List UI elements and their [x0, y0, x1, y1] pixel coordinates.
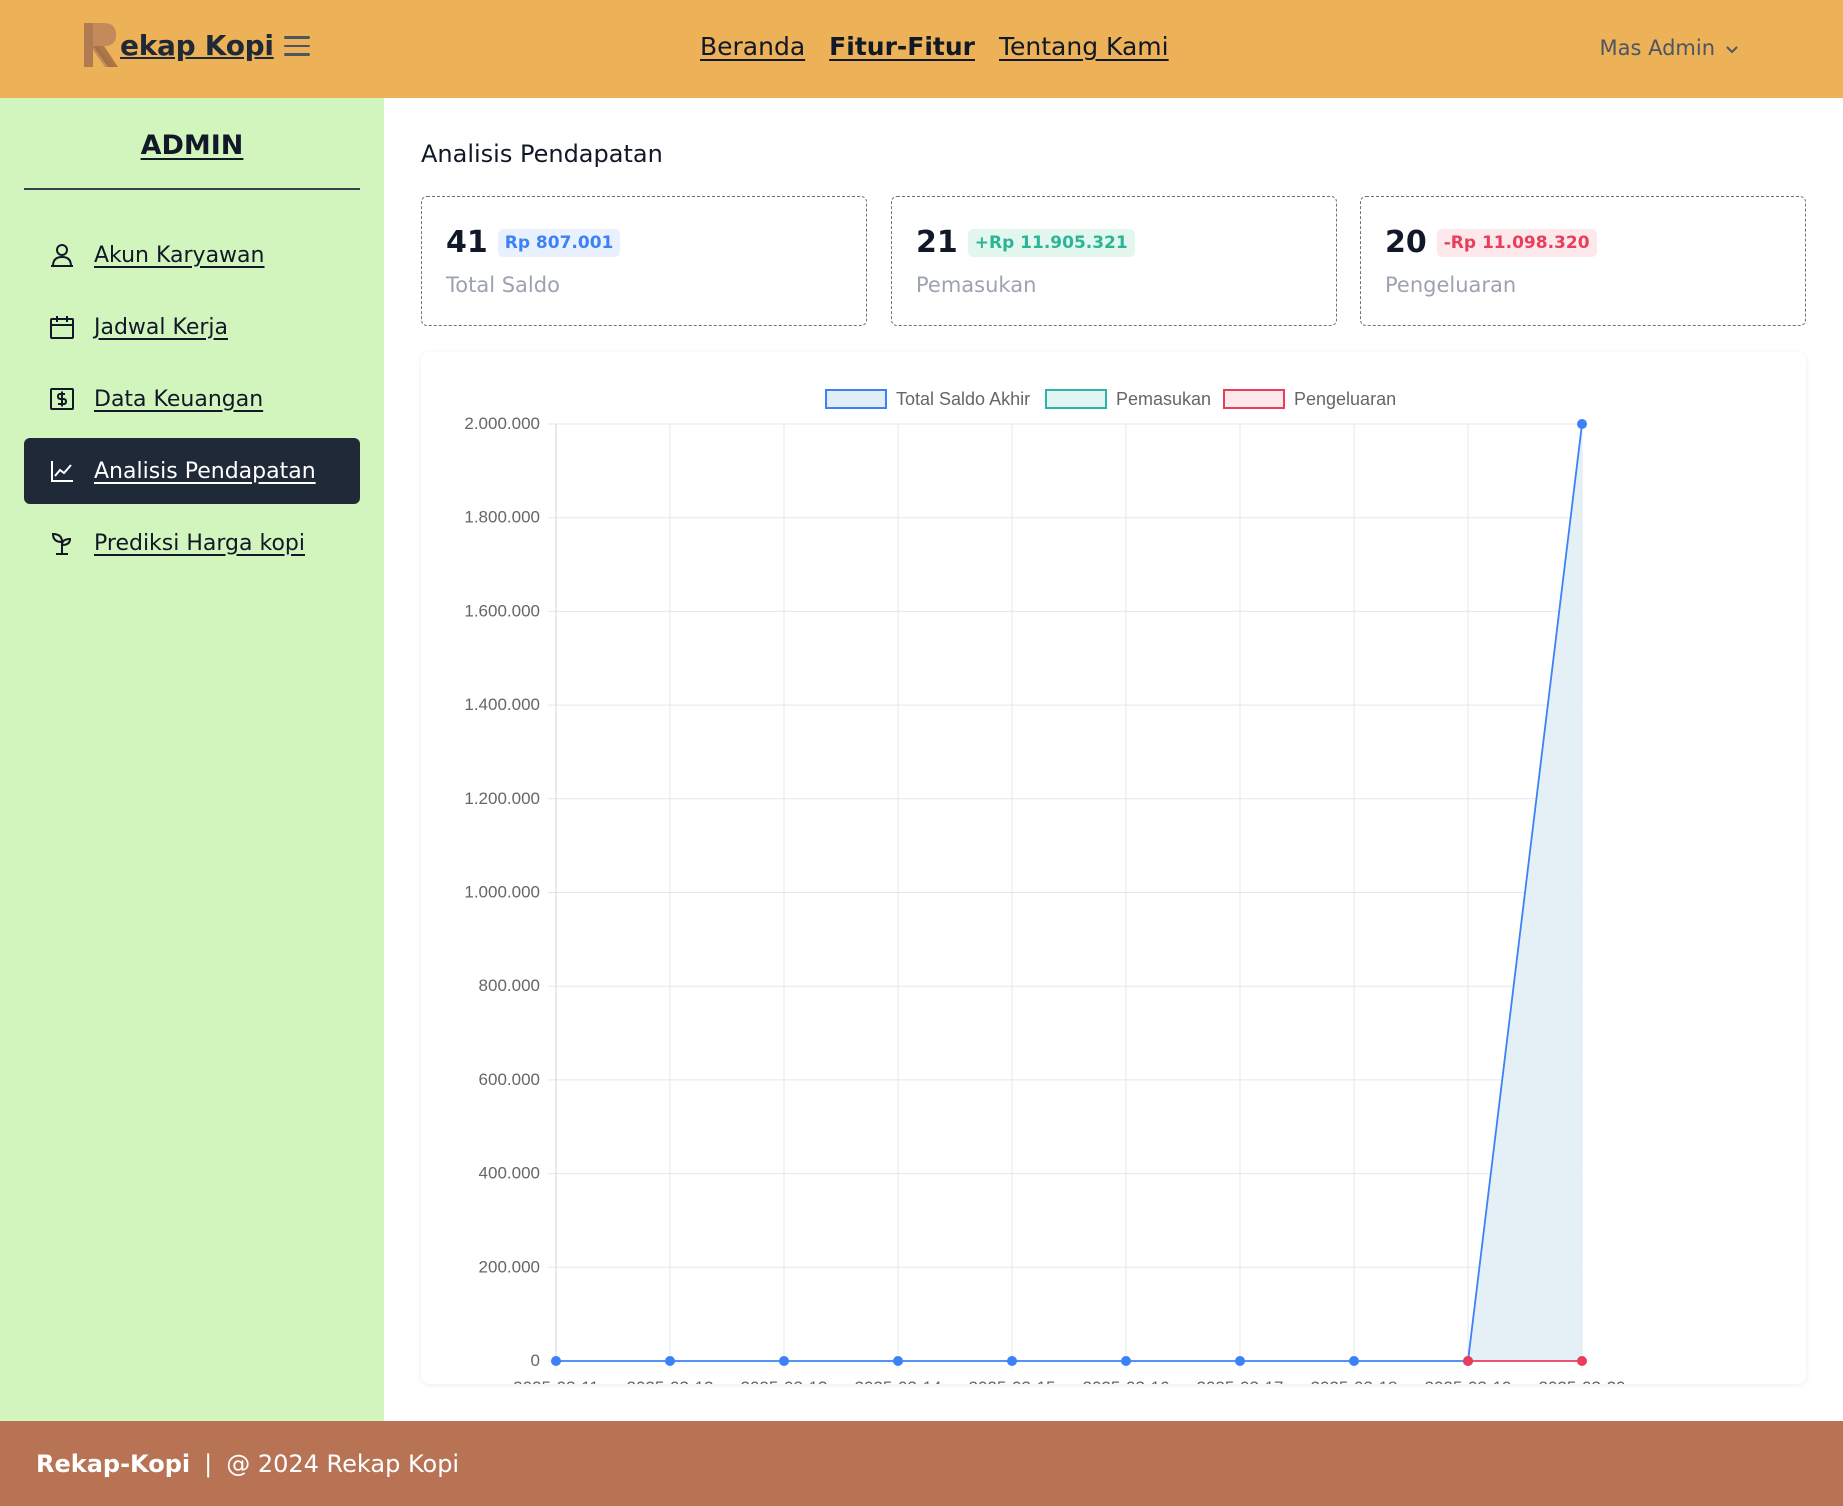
- nav-tentang-kami[interactable]: Tentang Kami: [999, 32, 1169, 61]
- x-tick-label: 2025-03-13: [741, 1378, 828, 1384]
- sidebar-item-label: Akun Karyawan: [94, 242, 265, 268]
- x-tick-label: 2025-03-12: [627, 1378, 714, 1384]
- data-point-pengeluaran: [1577, 1356, 1587, 1366]
- data-point-pengeluaran: [1463, 1356, 1473, 1366]
- y-tick-label: 400.000: [479, 1164, 540, 1183]
- stat-badge: +Rp 11.905.321: [967, 228, 1135, 257]
- sidebar-item-analisis-pendapatan[interactable]: Analisis Pendapatan: [24, 438, 360, 504]
- sidebar-item-akun-karyawan[interactable]: Akun Karyawan: [24, 222, 360, 288]
- data-point-total-saldo-akhir: [1007, 1356, 1017, 1366]
- x-tick-label: 2025-03-11: [513, 1378, 599, 1384]
- chart-line-icon: [48, 457, 76, 485]
- user-icon: [48, 241, 76, 269]
- stat-count: 20: [1385, 225, 1427, 260]
- stat-badge: -Rp 11.098.320: [1436, 228, 1597, 257]
- stat-card-total-saldo: 41 Rp 807.001 Total Saldo: [421, 196, 867, 326]
- y-tick-label: 600.000: [479, 1070, 540, 1089]
- data-point-total-saldo-akhir: [551, 1356, 561, 1366]
- y-tick-label: 800.000: [479, 976, 540, 995]
- stat-caption: Pemasukan: [916, 273, 1037, 297]
- y-tick-label: 1.000.000: [464, 883, 540, 902]
- hamburger-menu-icon[interactable]: [284, 36, 310, 58]
- x-tick-label: 2025-03-16: [1083, 1378, 1170, 1384]
- sidebar-item-label: Jadwal Kerja: [94, 314, 229, 340]
- brand-logo-link[interactable]: ekap Kopi: [82, 20, 274, 70]
- footer-separator: |: [204, 1449, 213, 1478]
- x-tick-label: 2025-03-20: [1539, 1378, 1626, 1384]
- legend-swatch: [1045, 389, 1107, 409]
- money-icon: [48, 385, 76, 413]
- sidebar-item-label: Prediksi Harga kopi: [94, 530, 305, 556]
- data-point-total-saldo-akhir: [1349, 1356, 1359, 1366]
- legend-label: Pemasukan: [1116, 389, 1211, 409]
- brand-name: ekap Kopi: [120, 28, 274, 62]
- stat-caption: Pengeluaran: [1385, 273, 1517, 297]
- sidebar-item-label: Data Keuangan: [94, 386, 264, 412]
- footer: Rekap-Kopi | @ 2024 Rekap Kopi: [0, 1421, 1843, 1506]
- user-menu-dropdown[interactable]: Mas Admin: [1599, 36, 1739, 60]
- x-tick-label: 2025-03-19: [1425, 1378, 1512, 1384]
- footer-copyright: @ 2024 Rekap Kopi: [226, 1449, 460, 1478]
- sidebar-title: ADMIN: [140, 130, 244, 161]
- user-name: Mas Admin: [1599, 36, 1715, 60]
- y-tick-label: 2.000.000: [464, 414, 540, 433]
- data-point-total-saldo-akhir: [1235, 1356, 1245, 1366]
- x-tick-label: 2025-03-17: [1197, 1378, 1284, 1384]
- legend-label: Total Saldo Akhir: [896, 389, 1030, 409]
- stat-count: 21: [916, 225, 958, 260]
- x-tick-label: 2025-03-14: [855, 1378, 942, 1384]
- y-tick-label: 1.400.000: [464, 695, 540, 714]
- stat-count: 41: [446, 225, 488, 260]
- data-point-total-saldo-akhir: [779, 1356, 789, 1366]
- footer-brand: Rekap-Kopi: [36, 1449, 191, 1478]
- sidebar-divider: [24, 188, 360, 190]
- y-tick-label: 0: [531, 1351, 540, 1370]
- stat-card-pemasukan: 21 +Rp 11.905.321 Pemasukan: [891, 196, 1337, 326]
- sidebar-menu: Akun Karyawan Jadwal Kerja Data Keuangan: [24, 222, 360, 582]
- y-tick-label: 1.600.000: [464, 601, 540, 620]
- x-tick-label: 2025-03-15: [969, 1378, 1056, 1384]
- series-line-total-saldo-akhir: [556, 423, 1583, 1362]
- stat-card-pengeluaran: 20 -Rp 11.098.320 Pengeluaran: [1360, 196, 1806, 326]
- data-point-total-saldo-akhir: [1577, 419, 1587, 429]
- page-title: Analisis Pendapatan: [421, 140, 663, 168]
- stat-badge: Rp 807.001: [497, 228, 621, 257]
- y-tick-label: 1.800.000: [464, 508, 540, 527]
- top-navbar: ekap Kopi Beranda Fitur-Fitur Tentang Ka…: [0, 0, 1843, 98]
- calendar-icon: [48, 313, 76, 341]
- revenue-chart-card: 0 200.000 400.000 600.000 800.000 1.000.000 1.…: [421, 352, 1806, 1384]
- y-tick-label: 1.200.000: [464, 789, 540, 808]
- legend-swatch: [825, 389, 887, 409]
- stat-caption: Total Saldo: [446, 273, 560, 297]
- main-nav: Beranda Fitur-Fitur Tentang Kami: [700, 32, 1169, 61]
- sprout-icon: [48, 529, 76, 557]
- revenue-line-chart: 0 200.000 400.000 600.000 800.000 1.000.000 1.…: [464, 389, 1626, 1384]
- legend-label: Pengeluaran: [1294, 389, 1396, 409]
- sidebar-item-label: Analisis Pendapatan: [94, 458, 316, 484]
- sidebar-item-prediksi-harga-kopi[interactable]: Prediksi Harga kopi: [24, 510, 360, 576]
- nav-beranda[interactable]: Beranda: [700, 32, 806, 61]
- sidebar-item-jadwal-kerja[interactable]: Jadwal Kerja: [24, 294, 360, 360]
- y-tick-label: 200.000: [479, 1257, 540, 1276]
- main-content: Analisis Pendapatan 41 Rp 807.001 Total …: [384, 98, 1843, 1421]
- legend-swatch: [1223, 389, 1285, 409]
- x-tick-label: 2025-03-18: [1311, 1378, 1398, 1384]
- brand-logo-icon: [82, 20, 122, 70]
- sidebar: ADMIN Akun Karyawan Jadwal Kerja: [0, 98, 384, 1421]
- data-point-total-saldo-akhir: [1121, 1356, 1131, 1366]
- sidebar-item-data-keuangan[interactable]: Data Keuangan: [24, 366, 360, 432]
- chevron-down-icon: [1725, 36, 1739, 60]
- data-point-total-saldo-akhir: [893, 1356, 903, 1366]
- data-point-total-saldo-akhir: [665, 1356, 675, 1366]
- nav-fitur-fitur[interactable]: Fitur-Fitur: [829, 32, 975, 61]
